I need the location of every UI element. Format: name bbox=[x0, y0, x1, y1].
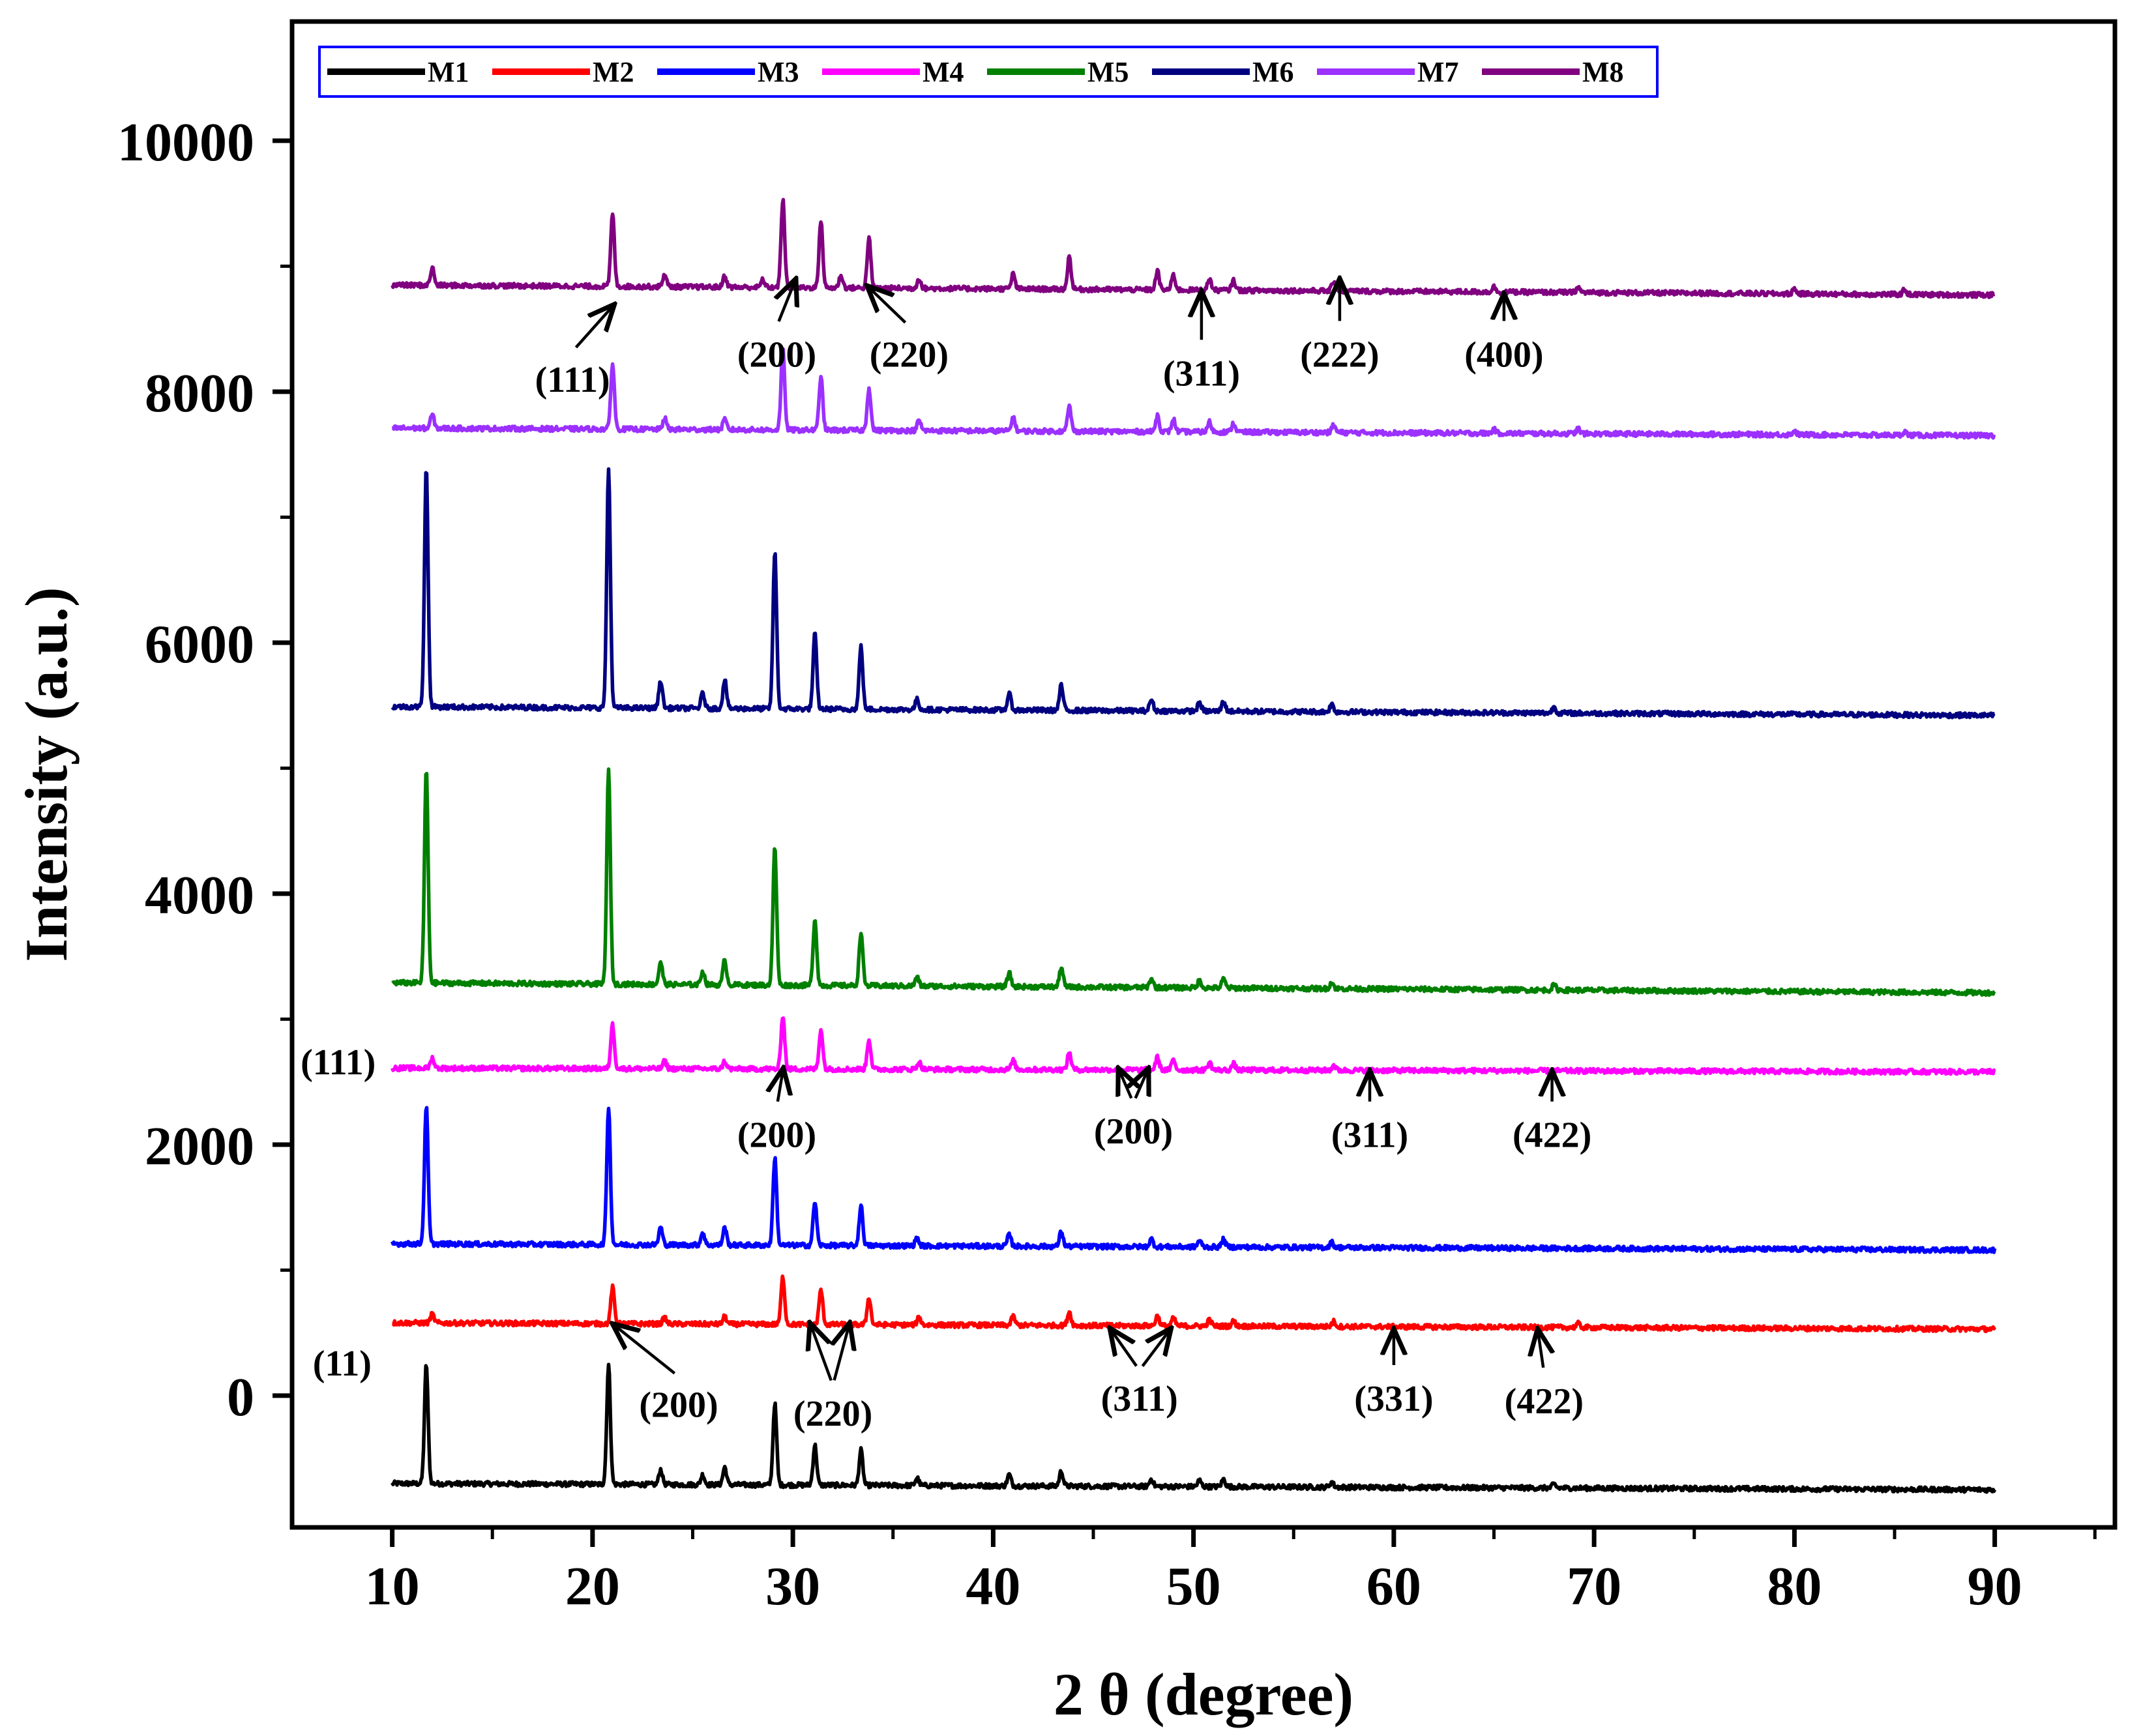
legend-label-m7: M7 bbox=[1417, 56, 1459, 88]
miller-index-label: (200) bbox=[737, 334, 816, 375]
series-line-m4 bbox=[391, 1016, 1996, 1076]
annotation-arrow bbox=[869, 287, 907, 324]
miller-index-label: (311) bbox=[1331, 1115, 1408, 1156]
x-tick-label: 50 bbox=[1166, 1556, 1221, 1617]
series-line-m8 bbox=[391, 198, 1996, 299]
legend-label-m4: M4 bbox=[923, 56, 964, 88]
miller-index-label: (200) bbox=[639, 1385, 718, 1426]
annotation-arrow bbox=[1112, 1331, 1138, 1367]
x-tick-label: 10 bbox=[365, 1556, 420, 1617]
series-layer bbox=[391, 198, 1997, 1494]
legend: M1 M2 M3 M4 M5 M6 M7 M8 bbox=[318, 46, 1659, 98]
y-tick-label: 4000 bbox=[145, 865, 254, 926]
miller-index-label: (311) bbox=[1101, 1379, 1178, 1419]
annotation-arrow bbox=[574, 306, 613, 349]
miller-index-label: (222) bbox=[1300, 334, 1379, 375]
miller-index-label: (311) bbox=[1163, 353, 1240, 394]
annotation-arrow bbox=[811, 1325, 833, 1381]
annotation-arrow bbox=[615, 1325, 676, 1375]
miller-index-label: (111) bbox=[535, 360, 610, 400]
miller-index-label: (220) bbox=[793, 1394, 872, 1434]
y-tick-label: 6000 bbox=[145, 614, 254, 675]
series-line-m3 bbox=[391, 1106, 1997, 1254]
plot-frame bbox=[289, 19, 2118, 1530]
tick-layer: 10 20 30 40 50 60 70 80 90 0 2000 4000 6000 8000 10000 bbox=[117, 112, 2097, 1617]
legend-label-m1: M1 bbox=[428, 56, 469, 88]
x-tick-label: 40 bbox=[966, 1556, 1020, 1617]
annotation-layer: (111) (200) (220) (311) (222) (400) (111) (200)… bbox=[301, 282, 1591, 1434]
x-tick-label: 30 bbox=[765, 1556, 820, 1617]
series-line-m1 bbox=[391, 1362, 1997, 1494]
series-line-m7 bbox=[391, 347, 1996, 440]
annotation-arrow bbox=[778, 1070, 783, 1102]
legend-label-m6: M6 bbox=[1252, 56, 1294, 88]
series-line-m2 bbox=[391, 1274, 1997, 1334]
legend-label-m3: M3 bbox=[758, 56, 799, 88]
y-axis-title: Intensity (a.u.) bbox=[13, 587, 80, 962]
x-tick-label: 90 bbox=[1968, 1556, 2022, 1617]
miller-index-label: (111) bbox=[301, 1042, 376, 1083]
annotation-arrow bbox=[834, 1325, 849, 1381]
x-tick-label: 60 bbox=[1366, 1556, 1421, 1617]
annotation-arrow bbox=[1119, 1070, 1131, 1099]
legend-label-m5: M5 bbox=[1087, 56, 1129, 88]
miller-index-label: (200) bbox=[1094, 1111, 1173, 1152]
x-tick-label: 70 bbox=[1567, 1556, 1621, 1617]
legend-items: M1 M2 M3 M4 M5 M6 M7 M8 bbox=[327, 56, 1624, 88]
y-tick-label: 8000 bbox=[145, 363, 254, 424]
miller-index-label: (331) bbox=[1354, 1379, 1433, 1419]
miller-index-label: (422) bbox=[1513, 1115, 1591, 1156]
annotation-arrow bbox=[1141, 1331, 1170, 1367]
miller-index-label: (220) bbox=[870, 334, 949, 375]
annotation-arrow bbox=[1538, 1332, 1543, 1368]
x-tick-label: 20 bbox=[565, 1556, 620, 1617]
miller-index-label: (422) bbox=[1505, 1381, 1584, 1422]
miller-index-label: (200) bbox=[737, 1115, 816, 1156]
x-axis-title: 2 θ (degree) bbox=[1054, 1661, 1353, 1728]
series-line-m6 bbox=[391, 467, 1996, 720]
y-tick-label: 2000 bbox=[145, 1116, 254, 1177]
legend-label-m8: M8 bbox=[1582, 56, 1624, 88]
miller-index-label: (400) bbox=[1464, 334, 1543, 375]
x-tick-label: 80 bbox=[1767, 1556, 1822, 1617]
y-tick-label: 0 bbox=[227, 1367, 254, 1428]
annotation-arrow bbox=[1136, 1070, 1147, 1099]
miller-index-label: (11) bbox=[313, 1344, 372, 1384]
y-tick-label: 10000 bbox=[117, 112, 254, 173]
annotation-arrow bbox=[779, 282, 795, 322]
legend-label-m2: M2 bbox=[593, 56, 634, 88]
series-line-m5 bbox=[391, 767, 1996, 997]
